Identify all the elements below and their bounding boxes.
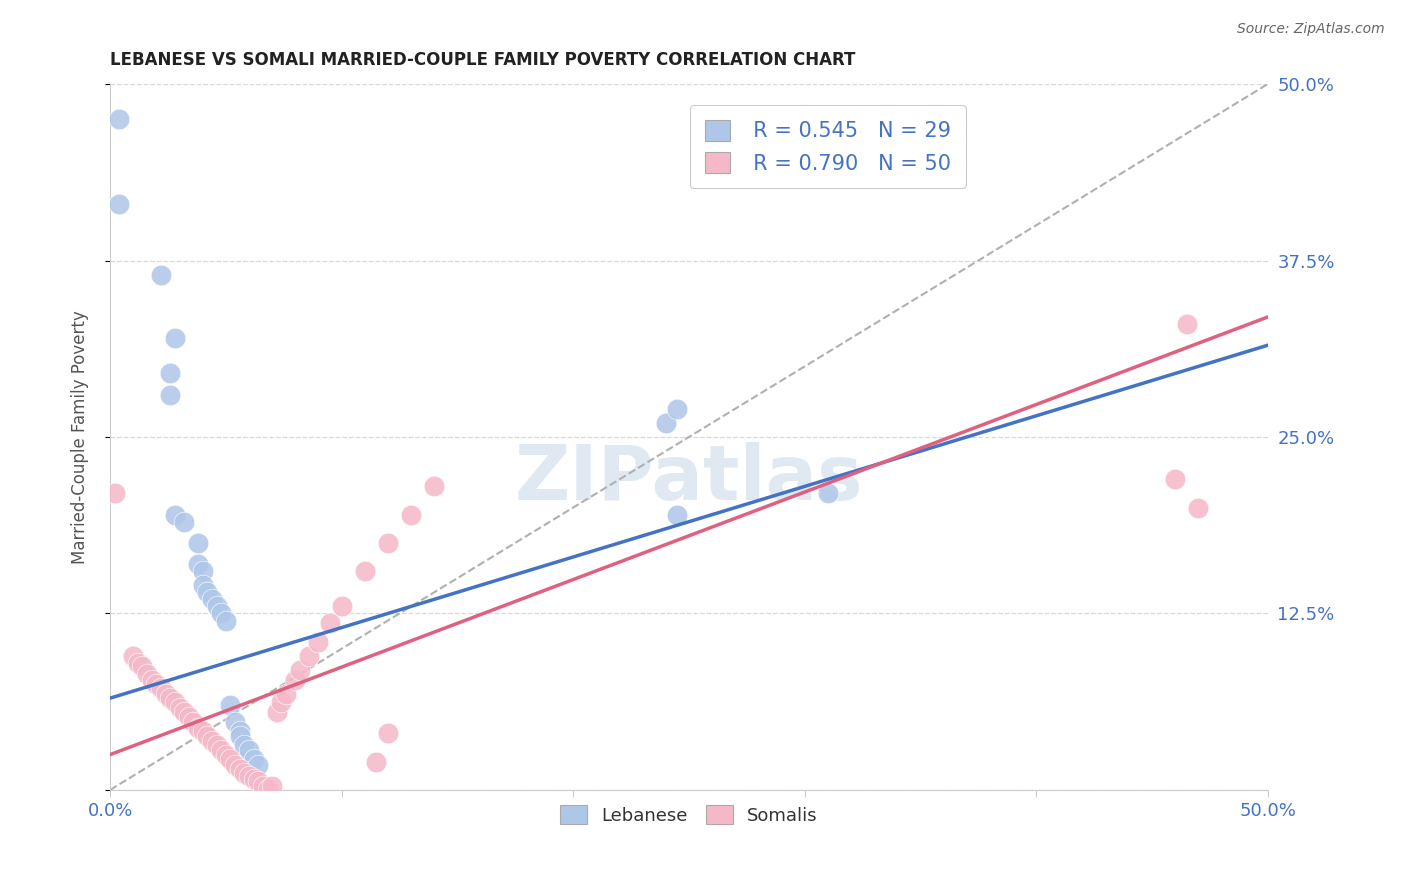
Point bbox=[377, 536, 399, 550]
Point bbox=[173, 706, 195, 720]
Point bbox=[366, 755, 388, 769]
Point bbox=[191, 723, 214, 738]
Point bbox=[183, 715, 205, 730]
Point bbox=[238, 769, 260, 783]
Point bbox=[666, 508, 689, 522]
Point bbox=[242, 772, 264, 786]
Point bbox=[169, 701, 191, 715]
Point bbox=[187, 536, 209, 550]
Point bbox=[159, 387, 181, 401]
Point bbox=[319, 616, 342, 631]
Point bbox=[654, 416, 676, 430]
Point bbox=[1175, 317, 1198, 331]
Point bbox=[229, 723, 252, 738]
Point bbox=[262, 779, 284, 793]
Point bbox=[122, 648, 145, 663]
Point bbox=[150, 268, 173, 282]
Point bbox=[191, 564, 214, 578]
Point bbox=[229, 762, 252, 776]
Point bbox=[104, 486, 127, 500]
Point bbox=[229, 729, 252, 743]
Point bbox=[195, 729, 218, 743]
Point bbox=[131, 658, 153, 673]
Text: ZIPatlas: ZIPatlas bbox=[515, 442, 863, 516]
Point bbox=[247, 774, 270, 789]
Text: LEBANESE VS SOMALI MARRIED-COUPLE FAMILY POVERTY CORRELATION CHART: LEBANESE VS SOMALI MARRIED-COUPLE FAMILY… bbox=[110, 51, 855, 69]
Point bbox=[666, 401, 689, 416]
Point bbox=[209, 607, 232, 621]
Point bbox=[163, 695, 186, 709]
Text: Source: ZipAtlas.com: Source: ZipAtlas.com bbox=[1237, 22, 1385, 37]
Legend: Lebanese, Somalis: Lebanese, Somalis bbox=[551, 797, 827, 834]
Point bbox=[155, 687, 177, 701]
Point bbox=[256, 781, 278, 796]
Point bbox=[173, 515, 195, 529]
Point bbox=[177, 709, 200, 723]
Point bbox=[274, 687, 297, 701]
Point bbox=[247, 757, 270, 772]
Point bbox=[270, 695, 292, 709]
Point bbox=[163, 508, 186, 522]
Point bbox=[209, 743, 232, 757]
Point bbox=[288, 663, 311, 677]
Point bbox=[150, 681, 173, 696]
Point bbox=[330, 599, 353, 614]
Point bbox=[298, 648, 321, 663]
Point bbox=[195, 585, 218, 599]
Point bbox=[108, 197, 131, 211]
Point bbox=[266, 706, 288, 720]
Point bbox=[238, 743, 260, 757]
Point bbox=[136, 667, 159, 681]
Point bbox=[423, 479, 446, 493]
Point bbox=[219, 698, 242, 713]
Point bbox=[817, 486, 839, 500]
Point bbox=[205, 738, 228, 752]
Point bbox=[127, 656, 149, 670]
Y-axis label: Married-Couple Family Poverty: Married-Couple Family Poverty bbox=[72, 310, 89, 564]
Point bbox=[201, 592, 224, 607]
Point bbox=[145, 677, 167, 691]
Point bbox=[233, 766, 256, 780]
Point bbox=[187, 557, 209, 571]
Point bbox=[224, 715, 246, 730]
Point bbox=[353, 564, 375, 578]
Point bbox=[141, 673, 163, 687]
Point bbox=[1187, 500, 1209, 515]
Point bbox=[201, 733, 224, 747]
Point bbox=[284, 673, 307, 687]
Point bbox=[163, 331, 186, 345]
Point bbox=[1164, 472, 1187, 486]
Point bbox=[187, 721, 209, 735]
Point bbox=[307, 634, 329, 648]
Point bbox=[399, 508, 422, 522]
Point bbox=[242, 752, 264, 766]
Point bbox=[233, 738, 256, 752]
Point bbox=[215, 614, 238, 628]
Point bbox=[108, 112, 131, 127]
Point bbox=[219, 752, 242, 766]
Point bbox=[215, 747, 238, 762]
Point bbox=[159, 367, 181, 381]
Point bbox=[252, 779, 274, 793]
Point bbox=[205, 599, 228, 614]
Point bbox=[377, 726, 399, 740]
Point bbox=[159, 691, 181, 706]
Point bbox=[224, 757, 246, 772]
Point bbox=[191, 578, 214, 592]
